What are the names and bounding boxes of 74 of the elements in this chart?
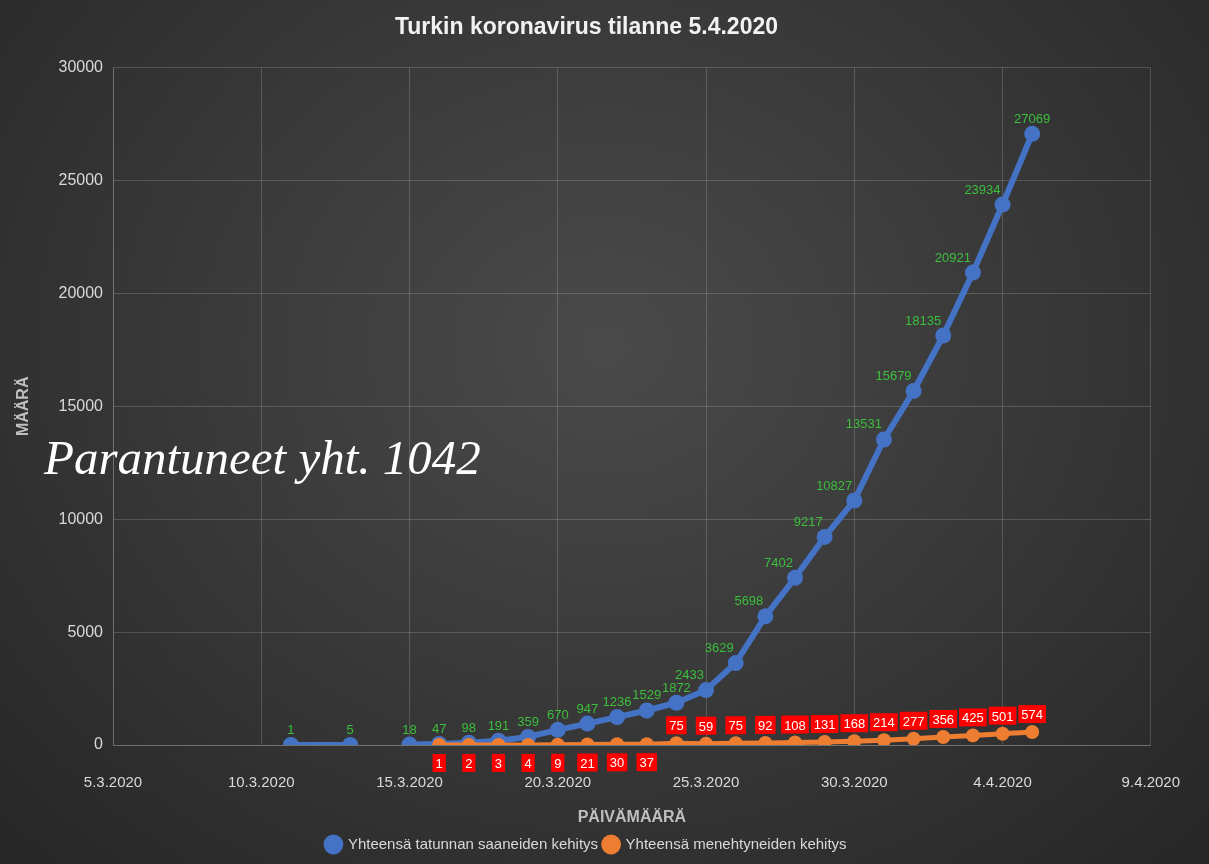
data-label: 20921 — [934, 249, 971, 265]
y-tick-label: 30000 — [58, 58, 104, 76]
x-tick-label: 5.3.2020 — [83, 773, 143, 791]
data-label: 2 — [465, 755, 473, 771]
data-label: 10827 — [816, 477, 853, 493]
point — [905, 382, 922, 399]
data-label: 5698 — [734, 593, 764, 609]
y-tick-label: 15000 — [58, 396, 104, 414]
data-label: 9 — [554, 755, 562, 771]
data-label: 27069 — [1014, 110, 1051, 126]
data-label: 108 — [784, 717, 806, 733]
data-label: 425 — [962, 710, 984, 726]
data-label: 7402 — [764, 554, 793, 570]
y-tick-label: 10000 — [58, 509, 104, 527]
x-tick-label: 9.4.2020 — [1121, 773, 1180, 791]
point — [964, 264, 981, 281]
y-tick-label: 0 — [94, 735, 104, 753]
legend-label: Yhteensä tatunnan saaneiden kehitys — [347, 834, 599, 852]
point — [816, 528, 833, 545]
point — [846, 492, 863, 509]
data-label: 3 — [494, 755, 503, 771]
data-label: 21 — [580, 755, 595, 771]
x-axis-title: PÄIVÄMÄÄRÄ — [577, 807, 687, 825]
data-label: 947 — [576, 700, 599, 716]
data-label: 92 — [758, 717, 773, 733]
x-tick-label: 20.3.2020 — [524, 773, 592, 791]
y-tick-label: 25000 — [58, 170, 104, 188]
data-label: 1529 — [632, 687, 662, 703]
data-label: 47 — [431, 720, 447, 736]
chart-title: Turkin koronavirus tilanne 5.4.2020 — [394, 13, 779, 40]
data-label: 98 — [461, 719, 477, 735]
data-label: 13531 — [845, 416, 882, 432]
data-label: 670 — [546, 706, 569, 722]
y-tick-label: 20000 — [58, 283, 104, 301]
point — [935, 327, 952, 344]
data-label: 3629 — [704, 640, 734, 656]
y-tick-label: 5000 — [67, 622, 104, 640]
x-tick-label: 10.3.2020 — [227, 773, 295, 791]
data-label: 131 — [813, 717, 836, 733]
data-label: 4 — [524, 755, 532, 771]
data-label: 356 — [932, 711, 955, 727]
data-label: 75 — [728, 718, 743, 734]
data-label: 1 — [435, 755, 443, 771]
data-label: 37 — [639, 755, 654, 771]
data-label: 15679 — [875, 367, 912, 383]
data-label: 214 — [873, 715, 895, 731]
annotation: Parantuneet yht. 1042 — [43, 430, 481, 485]
data-label: 1 — [287, 721, 295, 737]
data-label: 168 — [843, 716, 866, 732]
data-label: 75 — [669, 718, 684, 734]
point — [876, 733, 891, 745]
point — [875, 431, 892, 448]
data-label: 1236 — [602, 694, 632, 710]
data-label: 5 — [346, 721, 354, 737]
x-tick-label: 4.4.2020 — [973, 773, 1032, 791]
x-tick-label: 15.3.2020 — [376, 773, 443, 791]
data-label: 18135 — [905, 312, 942, 328]
point — [1024, 125, 1041, 142]
data-label: 359 — [517, 713, 539, 729]
data-label: 574 — [1021, 707, 1044, 723]
data-label: 277 — [902, 713, 925, 729]
point — [994, 196, 1011, 213]
x-tick-label: 25.3.2020 — [672, 773, 740, 791]
data-label: 59 — [698, 718, 714, 734]
legend-label: Yhteensä menehtyneiden kehitys — [625, 834, 847, 852]
data-label: 30 — [609, 755, 625, 771]
data-label: 23934 — [964, 181, 1001, 197]
y-axis-title: MÄÄRÄ — [14, 376, 32, 437]
data-label: 18 — [402, 721, 417, 737]
data-label: 501 — [991, 708, 1014, 724]
x-tick-label: 30.3.2020 — [820, 773, 888, 791]
point — [786, 569, 803, 586]
data-label: 9217 — [793, 513, 823, 529]
data-label: 191 — [487, 717, 510, 733]
